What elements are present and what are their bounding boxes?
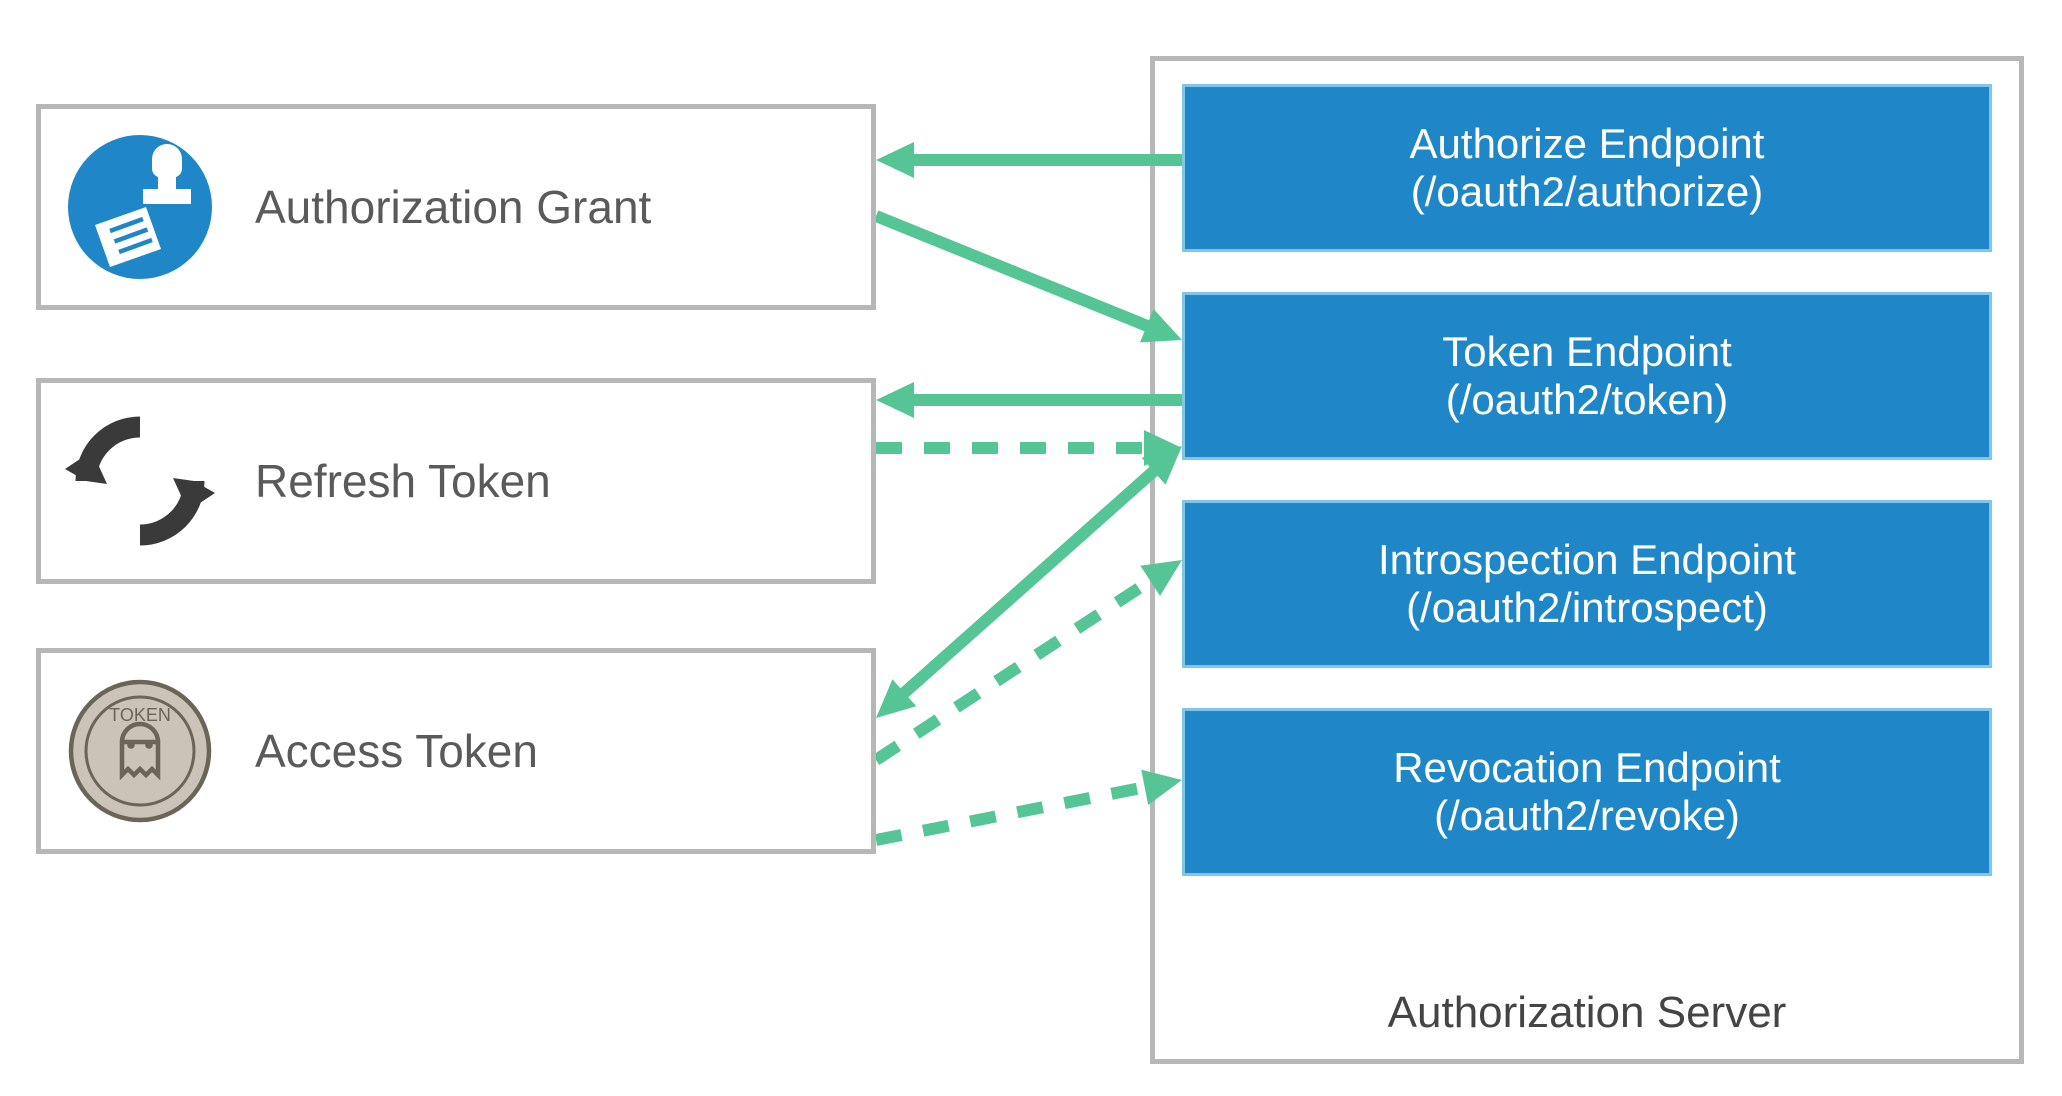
introspection-endpoint-box: Introspection Endpoint (/oauth2/introspe… [1182,500,1992,668]
diagram-canvas: Authorization Grant Refresh Token TOKEN … [0,0,2062,1096]
authorize-endpoint-box: Authorize Endpoint (/oauth2/authorize) [1182,84,1992,252]
authorize-endpoint-title: Authorize Endpoint [1410,120,1765,168]
introspection-endpoint-path: (/oauth2/introspect) [1406,584,1768,632]
token-coin-icon: TOKEN [65,676,215,826]
token-endpoint-title: Token Endpoint [1442,328,1732,376]
revocation-endpoint-box: Revocation Endpoint (/oauth2/revoke) [1182,708,1992,876]
auth-grant-label: Authorization Grant [255,180,651,234]
authorization-server-label: Authorization Server [1150,988,2024,1038]
access-token-box: TOKEN Access Token [36,648,876,854]
stamp-icon [65,132,215,282]
token-endpoint-path: (/oauth2/token) [1446,376,1729,424]
refresh-token-box: Refresh Token [36,378,876,584]
access-token-label: Access Token [255,724,538,778]
auth-grant-box: Authorization Grant [36,104,876,310]
revocation-endpoint-title: Revocation Endpoint [1393,744,1781,792]
revocation-endpoint-path: (/oauth2/revoke) [1434,792,1740,840]
refresh-token-label: Refresh Token [255,454,551,508]
refresh-icon [65,406,215,556]
token-endpoint-box: Token Endpoint (/oauth2/token) [1182,292,1992,460]
introspection-endpoint-title: Introspection Endpoint [1378,536,1796,584]
authorize-endpoint-path: (/oauth2/authorize) [1411,168,1764,216]
